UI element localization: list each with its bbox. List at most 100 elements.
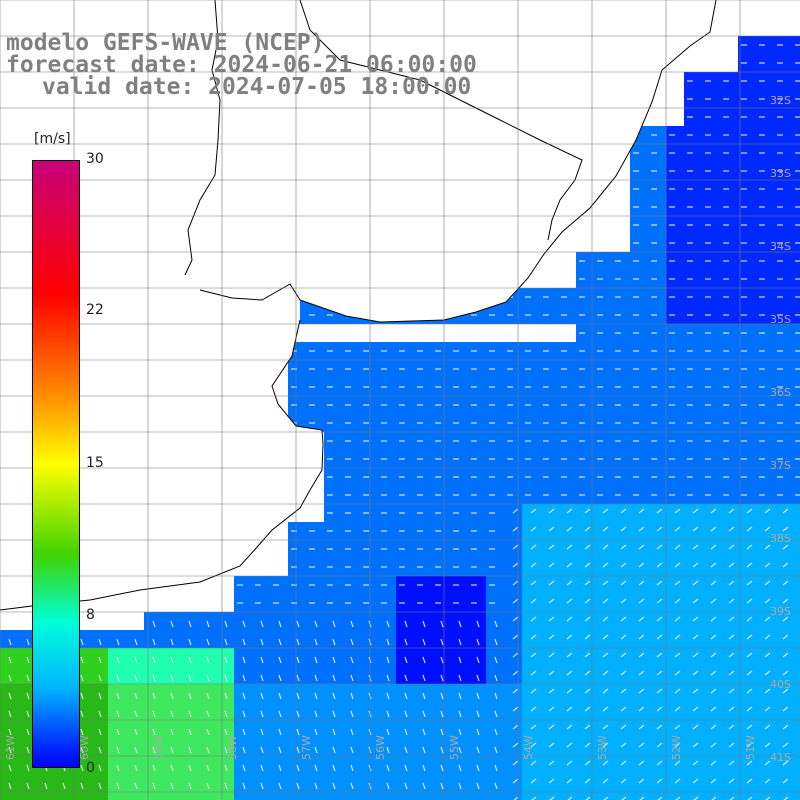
wind-arrow	[530, 706, 537, 712]
longitude-label: 61W	[4, 735, 17, 760]
wind-arrow	[26, 638, 30, 646]
wind-arrow	[116, 656, 120, 664]
wind-arrow	[152, 620, 156, 628]
wind-arrow	[422, 746, 426, 754]
colorbar-tick: 8	[86, 607, 95, 623]
wind-arrow	[710, 508, 717, 514]
wind-arrow	[206, 746, 210, 754]
wind-arrow	[404, 782, 408, 790]
wind-arrow	[530, 526, 537, 532]
wind-arrow	[764, 670, 771, 676]
wind-arrow	[656, 598, 663, 604]
wind-arrow	[602, 562, 609, 568]
wind-arrow	[656, 544, 663, 550]
colorbar-tick: 22	[86, 302, 104, 318]
colorbar-tick: 15	[86, 455, 104, 471]
wind-arrow	[764, 778, 771, 784]
wind-arrow	[278, 710, 282, 718]
wind-arrow	[152, 728, 156, 736]
wind-arrow	[350, 674, 354, 682]
wind-arrow	[260, 728, 264, 736]
wind-arrow	[692, 526, 699, 532]
wind-arrow	[350, 710, 354, 718]
wind-arrow	[296, 746, 300, 754]
wind-arrow	[296, 638, 300, 646]
wind-arrow	[746, 742, 753, 748]
wind-arrow	[458, 620, 462, 628]
wind-arrow	[314, 764, 318, 772]
wind-arrow	[386, 782, 390, 790]
wind-arrow	[494, 674, 498, 682]
latitude-labels: 32S 33S 34S 35S 36S 37S 38S 39S 40S 41S	[770, 94, 791, 764]
wind-arrow	[278, 620, 282, 628]
wind-arrow	[656, 742, 663, 748]
wind-arrow	[440, 764, 444, 772]
wind-arrow	[746, 688, 753, 694]
wind-cell	[702, 792, 720, 800]
wind-arrow	[458, 728, 462, 736]
wind-cell	[504, 792, 522, 800]
wind-arrow	[746, 508, 753, 514]
wind-arrow	[332, 656, 336, 664]
wind-arrow	[512, 760, 519, 766]
wind-arrow	[710, 526, 717, 532]
wind-arrow	[350, 764, 354, 772]
wind-arrow	[494, 710, 498, 718]
wind-cell	[0, 792, 18, 800]
wind-arrow	[656, 634, 663, 640]
wind-cell	[144, 792, 162, 800]
wind-cell	[738, 792, 756, 800]
wind-arrow	[8, 728, 12, 736]
wind-arrow	[512, 598, 519, 604]
wind-arrow	[782, 670, 789, 676]
wind-cell	[666, 792, 684, 800]
wind-arrow	[693, 796, 699, 800]
wind-arrow	[656, 508, 663, 514]
wind-arrow	[692, 598, 699, 604]
wind-arrow	[26, 782, 30, 790]
wind-arrow	[170, 764, 174, 772]
wind-cell	[792, 558, 800, 576]
wind-arrow	[224, 692, 228, 700]
wind-cell	[576, 792, 594, 800]
wind-arrow	[764, 688, 771, 694]
wind-arrow	[782, 760, 789, 766]
wind-arrow	[404, 746, 408, 754]
wind-arrow	[80, 746, 84, 754]
wind-arrow	[782, 580, 789, 586]
wind-arrow	[692, 724, 699, 730]
wind-arrow	[746, 634, 753, 640]
wind-arrow	[764, 706, 771, 712]
wind-arrow	[530, 742, 537, 748]
wind-arrow	[98, 656, 102, 664]
wind-arrow	[513, 796, 519, 800]
wind-arrow	[602, 724, 609, 730]
wind-arrow	[440, 692, 444, 700]
wind-arrow	[386, 692, 390, 700]
wind-arrow	[152, 638, 156, 646]
wind-arrow	[548, 508, 555, 514]
wind-arrow	[782, 598, 789, 604]
wind-arrow	[782, 544, 789, 550]
wind-arrow	[656, 778, 663, 784]
wind-arrow	[170, 782, 174, 790]
wind-arrow	[765, 796, 771, 800]
wind-arrow	[674, 742, 681, 748]
wind-arrow	[152, 692, 156, 700]
wind-arrow	[566, 670, 573, 676]
wind-arrow	[224, 782, 228, 790]
wind-arrow	[170, 710, 174, 718]
wind-arrow	[242, 620, 246, 628]
wind-arrow	[80, 764, 84, 772]
wind-arrow	[80, 728, 84, 736]
wind-cell	[234, 792, 252, 800]
wind-arrow	[404, 638, 408, 646]
wind-arrow	[512, 670, 519, 676]
wind-arrow	[710, 706, 717, 712]
wind-arrow	[44, 782, 48, 790]
wind-cell	[522, 792, 540, 800]
wind-arrow	[458, 764, 462, 772]
wind-arrow	[584, 580, 591, 586]
wind-arrow	[782, 652, 789, 658]
